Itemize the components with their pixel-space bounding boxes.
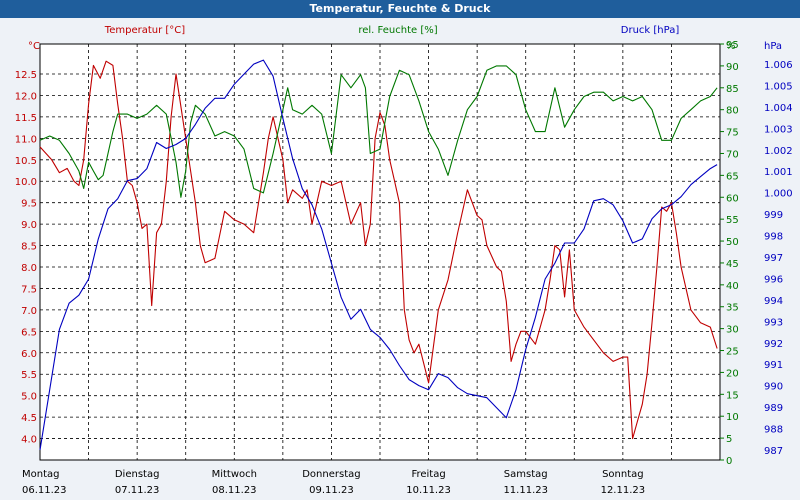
tick-right-5: 992 bbox=[764, 339, 783, 350]
tick-right-14: 1.002 bbox=[764, 146, 793, 157]
unit-right: hPa bbox=[764, 41, 782, 52]
tick-right-16: 1.004 bbox=[764, 103, 793, 114]
tick-right-12: 1.000 bbox=[764, 189, 793, 200]
tick-mid-1: 5 bbox=[726, 434, 732, 445]
x-label-day-5: Samstag bbox=[504, 469, 548, 480]
tick-right-13: 1.001 bbox=[764, 167, 793, 178]
tick-mid-4: 20 bbox=[726, 368, 739, 379]
tick-mid-18: 90 bbox=[726, 62, 739, 73]
tick-mid-5: 25 bbox=[726, 347, 739, 358]
tick-mid-3: 15 bbox=[726, 390, 739, 401]
x-label-date-1: 07.11.23 bbox=[115, 485, 160, 496]
x-label-day-3: Donnerstag bbox=[302, 469, 360, 480]
tick-mid-13: 65 bbox=[726, 171, 739, 182]
legend-hum: rel. Feuchte [%] bbox=[358, 25, 437, 36]
tick-right-15: 1.003 bbox=[764, 124, 793, 135]
tick-left-3: 5.5 bbox=[21, 370, 37, 381]
x-label-day-6: Sonntag bbox=[602, 469, 644, 480]
tick-right-11: 999 bbox=[764, 210, 783, 221]
tick-mid-7: 35 bbox=[726, 303, 739, 314]
x-label-day-2: Mittwoch bbox=[212, 469, 257, 480]
x-label-date-0: 06.11.23 bbox=[22, 485, 67, 496]
tick-left-9: 8.5 bbox=[21, 242, 37, 253]
tick-right-0: 987 bbox=[764, 446, 783, 457]
x-label-date-5: 11.11.23 bbox=[503, 485, 548, 496]
tick-right-8: 996 bbox=[764, 274, 783, 285]
unit-mid: % bbox=[726, 41, 736, 52]
x-label-date-4: 10.11.23 bbox=[406, 485, 451, 496]
tick-mid-17: 85 bbox=[726, 84, 739, 95]
tick-left-14: 11.0 bbox=[15, 134, 37, 145]
tick-left-7: 7.5 bbox=[21, 284, 37, 295]
tick-left-15: 11.5 bbox=[15, 113, 37, 124]
tick-left-6: 7.0 bbox=[21, 306, 37, 317]
series-line-mid bbox=[39, 65, 718, 198]
x-label-date-6: 12.11.23 bbox=[601, 485, 646, 496]
tick-left-16: 12.0 bbox=[15, 91, 37, 102]
unit-left: °C bbox=[28, 41, 40, 52]
tick-right-1: 988 bbox=[764, 425, 783, 436]
tick-left-2: 5.0 bbox=[21, 392, 37, 403]
tick-left-8: 8.0 bbox=[21, 263, 37, 274]
tick-mid-6: 30 bbox=[726, 325, 739, 336]
x-label-date-2: 08.11.23 bbox=[212, 485, 257, 496]
legend-press: Druck [hPa] bbox=[621, 25, 680, 36]
tick-mid-9: 45 bbox=[726, 259, 739, 270]
tick-right-7: 994 bbox=[764, 296, 783, 307]
tick-right-18: 1.006 bbox=[764, 60, 793, 71]
tick-left-0: 4.0 bbox=[21, 435, 37, 446]
x-label-day-0: Montag bbox=[22, 469, 59, 480]
series-line-right bbox=[39, 59, 718, 451]
tick-left-5: 6.5 bbox=[21, 327, 37, 338]
tick-left-12: 10.0 bbox=[15, 177, 37, 188]
tick-mid-12: 60 bbox=[726, 193, 739, 204]
tick-mid-2: 10 bbox=[726, 412, 739, 423]
tick-right-9: 997 bbox=[764, 253, 783, 264]
tick-right-4: 991 bbox=[764, 360, 783, 371]
tick-mid-14: 70 bbox=[726, 149, 739, 160]
tick-left-11: 9.5 bbox=[21, 199, 37, 210]
tick-right-3: 990 bbox=[764, 382, 783, 393]
tick-left-13: 10.5 bbox=[15, 156, 37, 167]
x-label-day-4: Freitag bbox=[411, 469, 445, 480]
x-label-date-3: 09.11.23 bbox=[309, 485, 354, 496]
legend-temp: Temperatur [°C] bbox=[104, 25, 185, 36]
series-line-left bbox=[39, 60, 718, 440]
window-title: Temperatur, Feuchte & Druck bbox=[0, 0, 800, 18]
tick-right-10: 998 bbox=[764, 232, 783, 243]
tick-mid-11: 55 bbox=[726, 215, 739, 226]
tick-right-17: 1.005 bbox=[764, 81, 793, 92]
tick-mid-15: 75 bbox=[726, 128, 739, 139]
tick-left-10: 9.0 bbox=[21, 220, 37, 231]
x-label-day-1: Dienstag bbox=[115, 469, 160, 480]
tick-left-17: 12.5 bbox=[15, 70, 37, 81]
tick-right-2: 989 bbox=[764, 403, 783, 414]
tick-right-6: 993 bbox=[764, 317, 783, 328]
tick-mid-8: 40 bbox=[726, 281, 739, 292]
tick-mid-10: 50 bbox=[726, 237, 739, 248]
tick-mid-0: 0 bbox=[726, 456, 732, 467]
tick-mid-19: 95 bbox=[726, 40, 739, 51]
tick-left-4: 6.0 bbox=[21, 349, 37, 360]
tick-mid-16: 80 bbox=[726, 106, 739, 117]
tick-left-1: 4.5 bbox=[21, 413, 37, 424]
